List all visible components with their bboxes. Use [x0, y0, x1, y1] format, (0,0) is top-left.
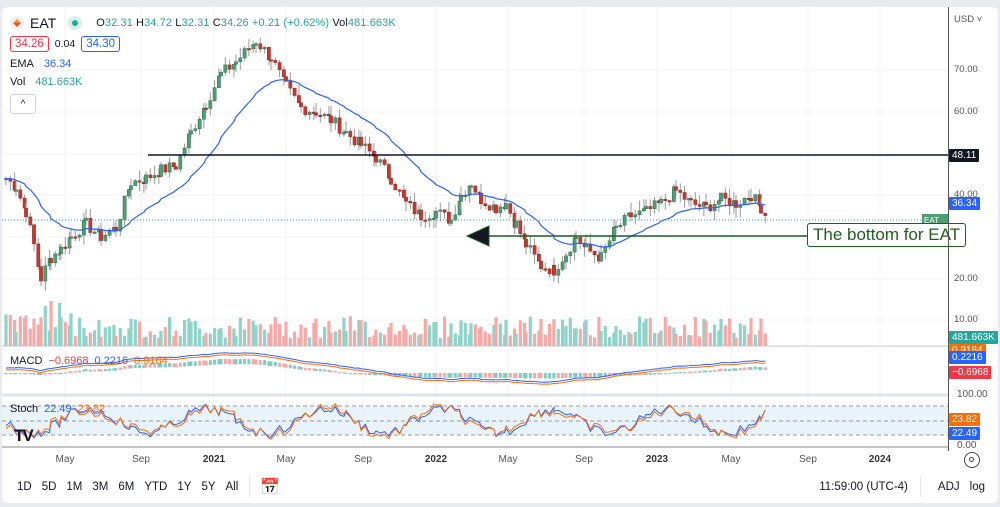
price-tag: 0.00 [957, 440, 977, 451]
time-tick: Sep [575, 454, 593, 465]
price-tag: 22.49 [949, 427, 981, 440]
svg-text:EAT: EAT [924, 216, 939, 225]
time-tick: May [276, 454, 296, 465]
time-tick: 2022 [424, 454, 448, 465]
chart-canvas[interactable]: EAT [2, 7, 948, 470]
ema-legend[interactable]: EMA 36.34 [10, 58, 396, 70]
macd-hist-value: −0.6968 [48, 355, 89, 367]
price-tick: 60.00 [954, 106, 978, 117]
spread-value: 0.04 [54, 38, 76, 50]
range-button-6m[interactable]: 6M [118, 480, 135, 493]
buy-button[interactable]: 34.30 [81, 36, 120, 52]
volume-label: Vol [10, 76, 26, 88]
chevron-up-icon: ^ [20, 98, 26, 110]
bottom-toolbar: 1D 5D 1M 3M 6M YTD 1Y 5Y All 📅 11:59:00 (UTC-4) … [2, 470, 998, 503]
range-button-5d[interactable]: 5D [41, 480, 57, 493]
sell-button[interactable]: 34.26 [10, 36, 49, 52]
chart-widget: EAT EAT O32.31 H34.72 L32.31 C34.26 +0.2… [2, 7, 998, 503]
macd-value: 0.2216 [94, 355, 129, 367]
range-button-5y[interactable]: 5Y [201, 480, 216, 493]
price-tick: 70.00 [954, 64, 978, 75]
volume-value: 481.663K [347, 17, 396, 29]
range-buttons: 1D 5D 1M 3M 6M YTD 1Y 5Y All [12, 481, 243, 493]
stoch-legend[interactable]: Stoch 22.49 23.82 [10, 403, 105, 415]
price-tick: 20.00 [954, 273, 978, 284]
macd-signal-value: 0.9184 [134, 355, 168, 367]
stoch-k-value: 22.49 [44, 403, 72, 415]
price-tick: 40.00 [954, 189, 978, 200]
annotation-callout[interactable]: The bottom for EAT [807, 223, 967, 247]
price-tag: −0.6968 [949, 366, 992, 379]
close-value: 34.26 [220, 17, 249, 29]
range-button-ytd[interactable]: YTD [144, 480, 168, 493]
ohlc-values: O32.31 H34.72 L32.31 C34.26 +0.21 (+0.62… [96, 17, 396, 29]
clock-time[interactable]: 11:59:00 (UTC-4) [819, 480, 908, 493]
volume-legend[interactable]: Vol 481.663K [10, 76, 396, 88]
tradingview-logo-icon[interactable]: TV [14, 426, 34, 445]
settings-gear-icon[interactable] [964, 452, 980, 468]
price-chart-svg[interactable]: EAT [2, 7, 948, 470]
price-tag: 0.2216 [949, 351, 986, 364]
time-tick: May [721, 454, 741, 465]
time-tick: 2024 [868, 454, 892, 465]
time-tick: Sep [354, 454, 372, 465]
time-tick: Sep [799, 454, 817, 465]
macd-label: MACD [10, 355, 43, 367]
range-button-3m[interactable]: 3M [92, 480, 109, 493]
ema-value: 36.34 [43, 58, 72, 70]
range-button-all[interactable]: All [225, 480, 239, 493]
time-tick: May [55, 454, 75, 465]
price-tick: 10.00 [954, 314, 978, 325]
log-toggle[interactable]: log [969, 480, 985, 493]
macd-legend[interactable]: MACD −0.6968 0.2216 0.9184 [10, 355, 168, 367]
volume-indicator-value: 481.663K [35, 76, 83, 88]
low-value: 32.31 [181, 17, 210, 29]
date-range-calendar-icon[interactable]: 📅 [260, 478, 281, 496]
currency-selector[interactable]: USD ˅ [954, 14, 983, 25]
ema-label: EMA [10, 58, 34, 70]
open-value: 32.31 [104, 17, 133, 29]
time-tick: May [498, 454, 518, 465]
adjust-toggle[interactable]: ADJ [937, 480, 960, 493]
price-tag: 36.34 [949, 197, 981, 210]
price-axis[interactable]: USD ˅ 70.0060.0050.0040.0020.0010.0048.1… [948, 7, 998, 451]
high-value: 34.72 [144, 17, 173, 29]
price-tag: 23.82 [949, 413, 981, 426]
range-button-1y[interactable]: 1Y [177, 480, 192, 493]
collapse-legend-button[interactable]: ^ [10, 94, 36, 114]
price-tag: 481.663K [949, 331, 998, 344]
stoch-label: Stoch [10, 403, 39, 415]
time-tick: 2023 [645, 454, 669, 465]
market-status-icon[interactable] [68, 16, 83, 30]
chart-legend: EAT O32.31 H34.72 L32.31 C34.26 +0.21 (+… [10, 14, 396, 114]
change-value: +0.21 (+0.62%) [251, 17, 330, 29]
range-button-1d[interactable]: 1D [17, 480, 32, 493]
symbol-name[interactable]: EAT [30, 15, 57, 31]
range-button-1m[interactable]: 1M [66, 480, 83, 493]
price-tag: 100.00 [957, 389, 988, 400]
symbol-logo-icon [10, 16, 24, 30]
time-tick: Sep [132, 454, 150, 465]
time-tick: 2021 [202, 454, 226, 465]
price-tag: 48.11 [949, 149, 980, 162]
stoch-d-value: 23.82 [77, 403, 106, 415]
